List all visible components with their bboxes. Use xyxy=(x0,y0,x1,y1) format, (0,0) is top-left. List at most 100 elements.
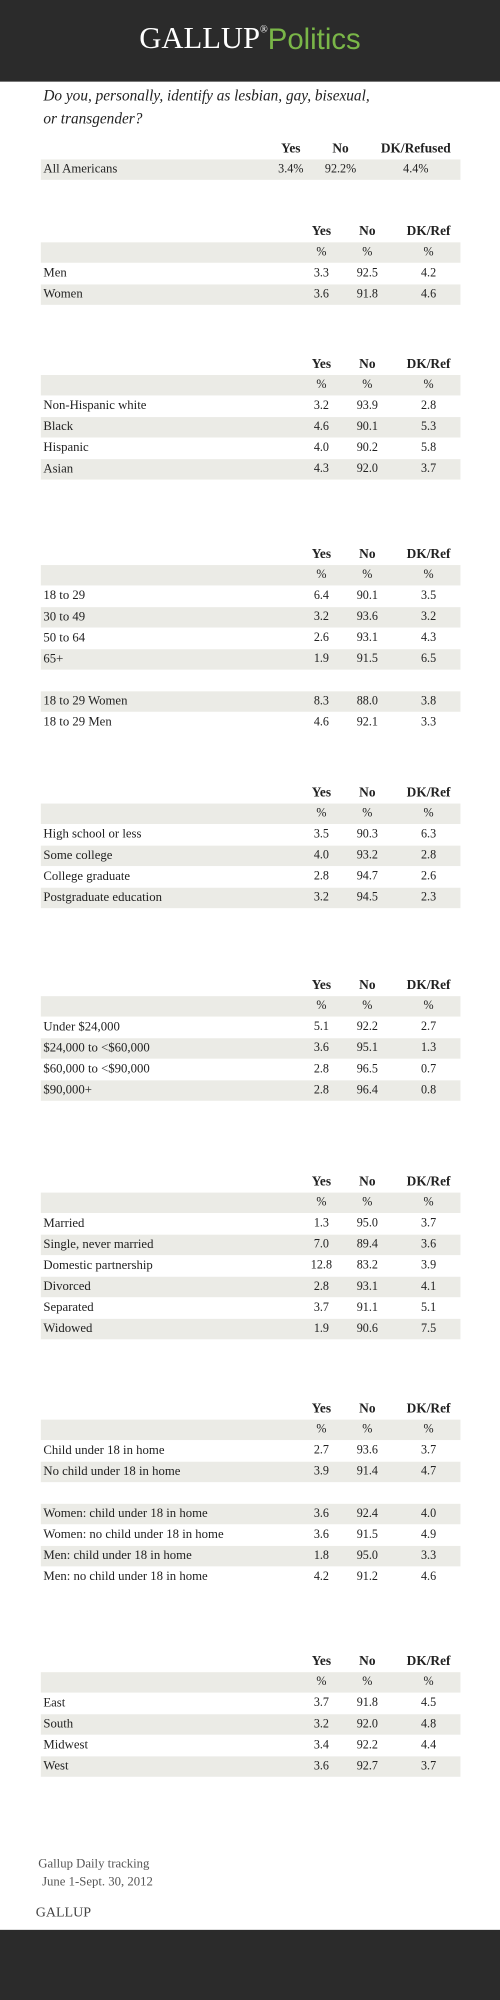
cell-value: 4.2 xyxy=(421,265,436,279)
cell-value: 93.2 xyxy=(357,848,378,862)
footer-brand: GALLUP xyxy=(36,1904,91,1920)
row-shade xyxy=(40,887,461,909)
unit-label: % xyxy=(424,567,434,581)
row-label: 18 to 29 Women xyxy=(43,693,128,707)
row-label: Asian xyxy=(43,461,73,475)
cell-value: 93.1 xyxy=(357,630,378,644)
row-shade xyxy=(40,845,461,867)
unit-label: % xyxy=(362,567,372,581)
tables: Yes No DK/Refused All Americans 3.4% 92.2% 4.4… xyxy=(40,140,461,1777)
unit-label: % xyxy=(424,377,434,391)
row-label: Black xyxy=(43,419,73,433)
row-label: Under $24,000 xyxy=(43,1019,120,1033)
cell-value: 3.5 xyxy=(314,827,329,841)
unit-label: % xyxy=(316,1422,326,1436)
cell-value: 3.6 xyxy=(314,1758,329,1772)
row-shade xyxy=(40,803,461,824)
unit-label: % xyxy=(424,806,434,820)
cell-value: 94.7 xyxy=(357,869,378,883)
row-label: $90,000+ xyxy=(43,1082,92,1096)
unit-label: % xyxy=(362,1422,372,1436)
unit-label: % xyxy=(316,806,326,820)
row-shade xyxy=(40,1080,461,1101)
cell-value: 1.3 xyxy=(421,1040,436,1054)
row-label: Women xyxy=(43,287,83,301)
row-label: 30 to 49 xyxy=(43,609,85,623)
cell-value: 96.4 xyxy=(357,1082,378,1096)
unit-label: % xyxy=(362,1195,372,1209)
header-band xyxy=(0,0,500,82)
row-shade xyxy=(40,1714,461,1735)
column-header: DK/Ref xyxy=(407,546,451,561)
column-header: DK/Ref xyxy=(407,1653,451,1668)
cell-value: 93.1 xyxy=(357,1279,378,1293)
cell-value: 4.9 xyxy=(421,1527,436,1541)
column-header: Yes xyxy=(281,140,300,155)
column-header: Yes xyxy=(312,1173,331,1188)
unit-label: % xyxy=(316,244,326,258)
row-shade xyxy=(40,565,461,586)
row-shade xyxy=(40,1461,461,1483)
column-header: DK/Ref xyxy=(407,1173,451,1188)
unit-label: % xyxy=(362,998,372,1012)
cell-value: 0.7 xyxy=(421,1061,436,1075)
cell-value: 4.6 xyxy=(421,286,436,300)
row-label: Separated xyxy=(43,1300,94,1314)
row-shade xyxy=(40,996,461,1017)
cell-value: 4.3 xyxy=(421,630,436,644)
cell-value: 4.0 xyxy=(314,440,329,454)
cell-value: 4.4 xyxy=(421,1737,436,1751)
row-label: Domestic partnership xyxy=(43,1258,152,1272)
row-label: Postgraduate education xyxy=(43,890,162,904)
cell-value: 2.8 xyxy=(421,398,436,412)
cell-value: 4.3 xyxy=(314,461,329,475)
cell-value: 2.6 xyxy=(421,869,436,883)
cell-value: 3.7 xyxy=(421,461,436,475)
row-label: Child under 18 in home xyxy=(43,1443,164,1457)
column-header: DK/Ref xyxy=(407,977,451,992)
cell-value: 88.0 xyxy=(357,693,378,707)
cell-value: 3.6 xyxy=(421,1237,436,1251)
column-header: Yes xyxy=(312,1401,331,1416)
cell-value: 3.2 xyxy=(421,609,436,623)
unit-label: % xyxy=(424,1674,434,1688)
row-shade xyxy=(40,417,461,438)
header-logo: GALLUP®Politics xyxy=(139,21,360,56)
unit-label: % xyxy=(424,1195,434,1209)
unit-label: % xyxy=(424,244,434,258)
cell-value: 92.5 xyxy=(357,265,378,279)
cell-value: 89.4 xyxy=(357,1237,378,1251)
cell-value: 2.7 xyxy=(314,1443,329,1457)
cell-value: 95.0 xyxy=(357,1548,378,1562)
cell-value: 90.3 xyxy=(357,827,378,841)
column-header: DK/Ref xyxy=(407,356,451,371)
row-label: Single, never married xyxy=(43,1237,154,1251)
cell-value: 2.7 xyxy=(421,1019,436,1033)
cell-value: 90.1 xyxy=(357,588,378,602)
question-line: or transgender? xyxy=(43,110,142,127)
cell-value: 95.0 xyxy=(357,1216,378,1230)
cell-value: 5.3 xyxy=(421,419,436,433)
row-label: Divorced xyxy=(43,1279,91,1293)
cell-value: 4.6 xyxy=(314,419,329,433)
cell-value: 92.0 xyxy=(357,1716,378,1730)
row-label: 18 to 29 Men xyxy=(43,714,112,728)
cell-value: 3.6 xyxy=(314,1527,329,1541)
cell-value: 4.4% xyxy=(403,161,428,175)
column-header: No xyxy=(359,356,376,371)
column-header: No xyxy=(359,1653,376,1668)
row-shade xyxy=(40,1318,461,1340)
cell-value: 1.3 xyxy=(314,1216,329,1230)
cell-value: 83.2 xyxy=(357,1258,378,1272)
column-header: Yes xyxy=(312,1653,331,1668)
cell-value: 0.8 xyxy=(421,1082,436,1096)
row-label: 65+ xyxy=(43,651,63,665)
cell-value: 2.8 xyxy=(314,869,329,883)
row-shade xyxy=(40,1672,461,1693)
column-header: DK/Ref xyxy=(407,784,451,799)
row-shade xyxy=(40,1419,461,1441)
unit-label: % xyxy=(316,998,326,1012)
cell-value: 4.7 xyxy=(421,1464,436,1478)
